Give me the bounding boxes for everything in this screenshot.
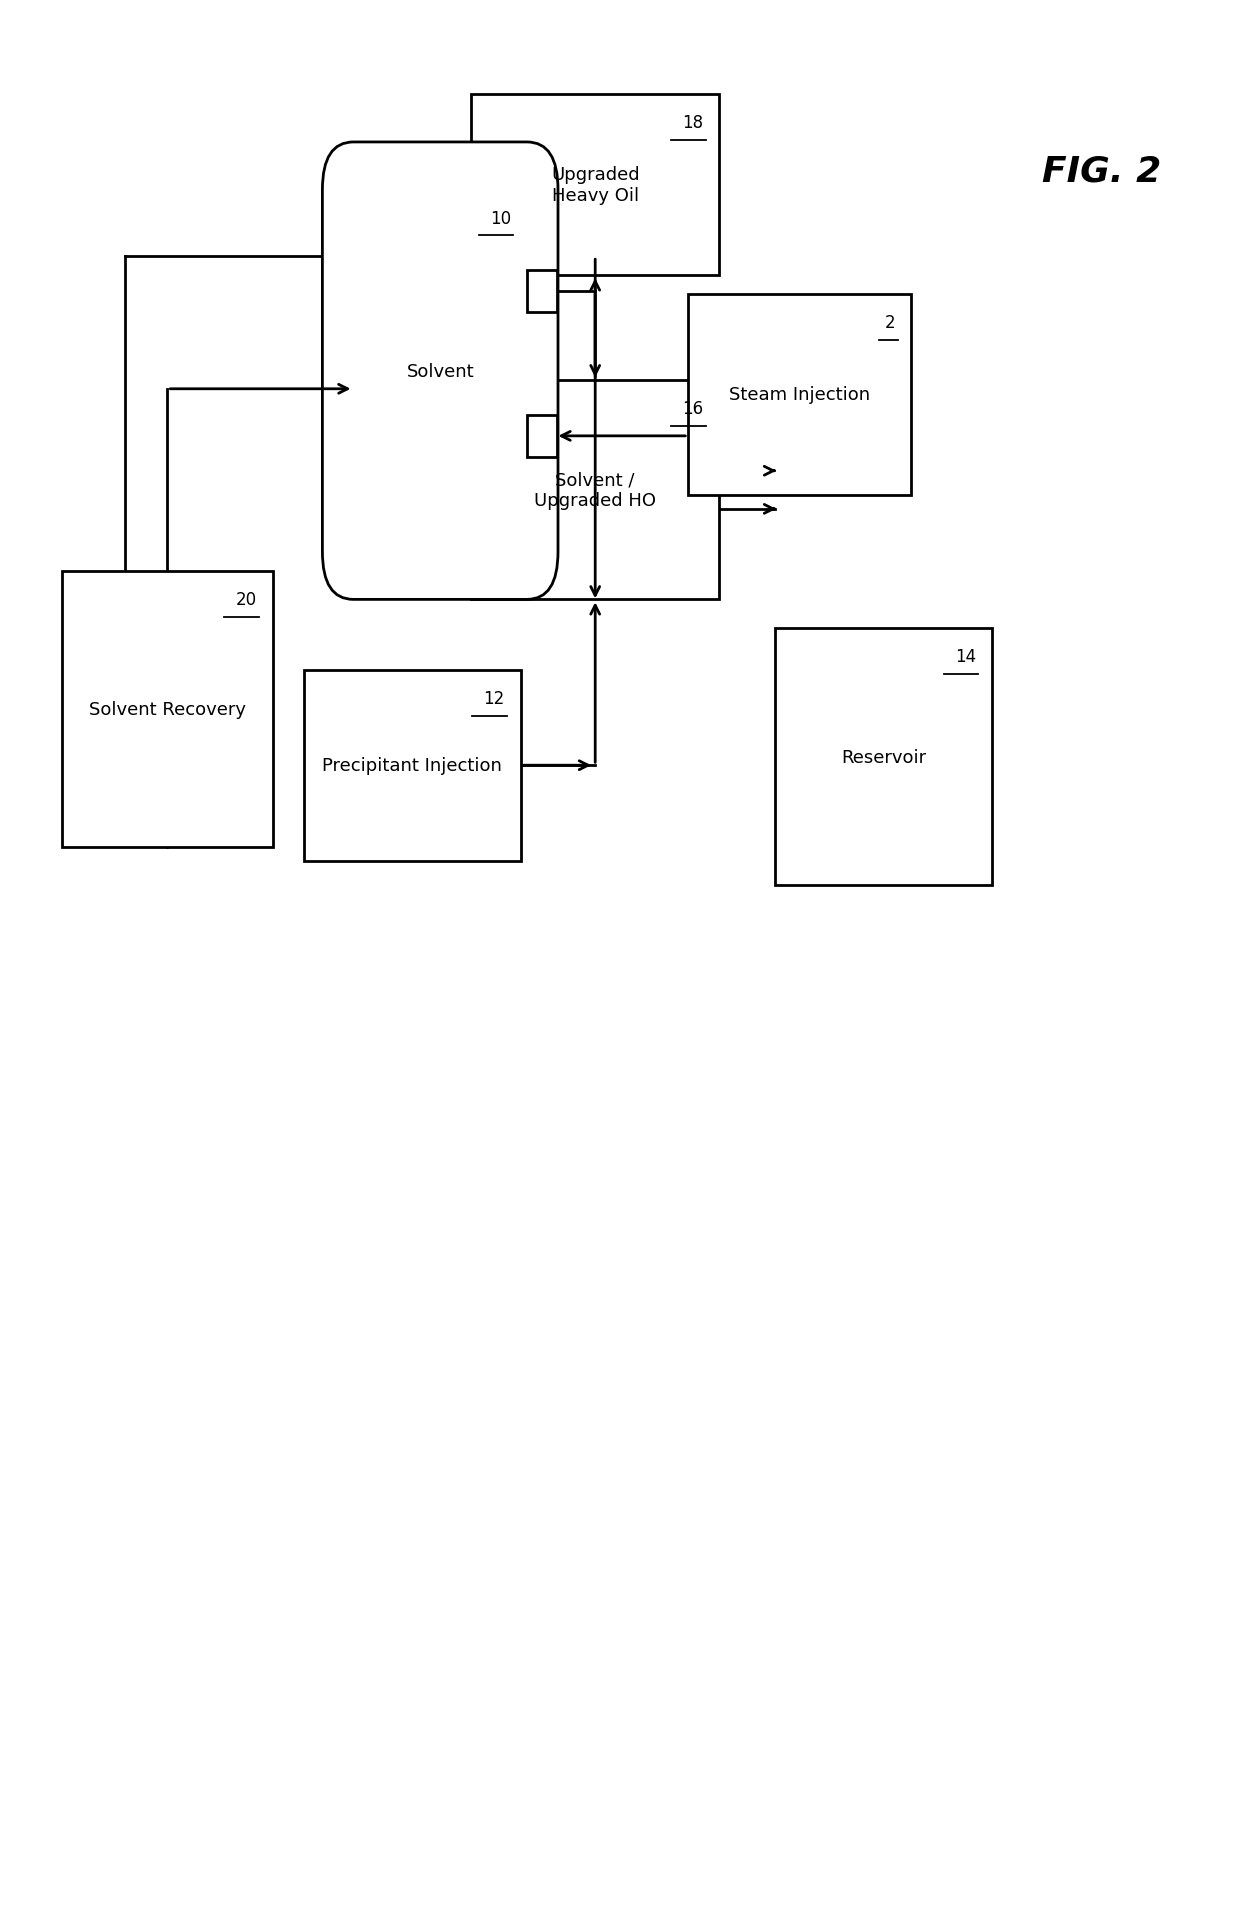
FancyBboxPatch shape (527, 271, 557, 312)
FancyBboxPatch shape (527, 415, 557, 457)
Text: Reservoir: Reservoir (841, 749, 926, 766)
Text: Solvent: Solvent (407, 362, 474, 381)
Text: 16: 16 (682, 400, 703, 417)
FancyBboxPatch shape (304, 671, 521, 861)
Text: Solvent Recovery: Solvent Recovery (89, 701, 246, 718)
Text: 12: 12 (484, 690, 505, 707)
Text: Precipitant Injection: Precipitant Injection (322, 756, 502, 775)
FancyBboxPatch shape (62, 572, 273, 848)
Text: Steam Injection: Steam Injection (729, 387, 870, 404)
FancyBboxPatch shape (471, 381, 719, 600)
Text: Solvent /
Upgraded HO: Solvent / Upgraded HO (534, 471, 656, 511)
Text: FIG. 2: FIG. 2 (1042, 154, 1161, 189)
FancyBboxPatch shape (322, 143, 558, 600)
Text: 20: 20 (236, 591, 257, 608)
Text: 10: 10 (490, 210, 511, 227)
Text: Upgraded
Heavy Oil: Upgraded Heavy Oil (551, 166, 640, 206)
FancyBboxPatch shape (775, 629, 992, 886)
Text: 2: 2 (884, 314, 895, 331)
Text: 18: 18 (682, 114, 703, 131)
FancyBboxPatch shape (688, 295, 911, 495)
FancyBboxPatch shape (471, 95, 719, 276)
Text: 14: 14 (955, 648, 976, 665)
